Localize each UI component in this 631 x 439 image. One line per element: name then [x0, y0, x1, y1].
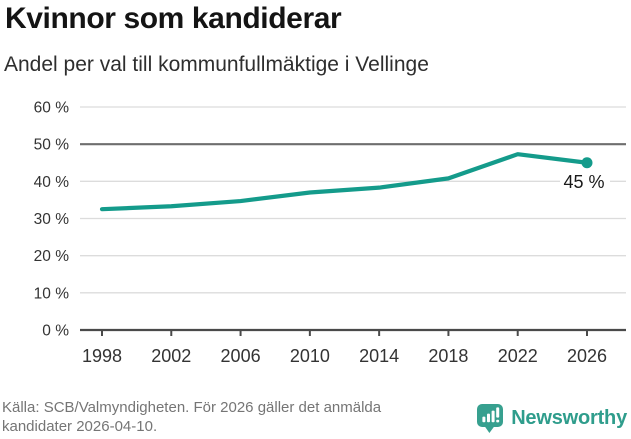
svg-text:30 %: 30 % — [34, 211, 70, 228]
y-axis-tick-labels: 0 % 10 % 20 % 30 % 40 % 50 % 60 % — [34, 100, 70, 340]
svg-text:10 %: 10 % — [34, 285, 70, 302]
newsworthy-bubble-chart-icon — [477, 404, 504, 433]
source-note-line: Källa: SCB/Valmyndigheten. För 2026 gäll… — [2, 399, 382, 416]
svg-text:2002: 2002 — [151, 346, 191, 366]
end-point-label-background — [560, 170, 610, 192]
svg-text:2006: 2006 — [221, 346, 261, 366]
chart-footer: Källa: SCB/Valmyndigheten. För 2026 gäll… — [2, 398, 629, 436]
svg-text:2022: 2022 — [498, 346, 538, 366]
newsworthy-wordmark: Newsworthy — [511, 407, 627, 429]
svg-text:2026: 2026 — [567, 346, 607, 366]
end-point-label: 45 % — [563, 172, 604, 192]
data-line — [99, 152, 590, 212]
source-note: Källa: SCB/Valmyndigheten. För 2026 gäll… — [2, 398, 381, 436]
gridlines — [80, 106, 626, 332]
svg-text:2010: 2010 — [290, 346, 330, 366]
svg-text:2014: 2014 — [359, 346, 399, 366]
end-point-marker — [581, 157, 593, 169]
svg-text:2018: 2018 — [428, 346, 468, 366]
line-chart: 0 % 10 % 20 % 30 % 40 % 50 % 60 % 1998 2002 2006 2… — [0, 95, 631, 395]
svg-text:60 %: 60 % — [34, 100, 70, 117]
svg-text:50 %: 50 % — [34, 137, 70, 154]
svg-text:40 %: 40 % — [34, 174, 70, 191]
line-chart-svg: 0 % 10 % 20 % 30 % 40 % 50 % 60 % 1998 2002 2006 2… — [34, 100, 626, 366]
svg-text:20 %: 20 % — [34, 248, 70, 265]
svg-text:0 %: 0 % — [42, 323, 69, 340]
source-note-line: kandidater 2026-04-10. — [2, 418, 158, 435]
x-axis: 1998 2002 2006 2010 2014 2018 2022 2026 — [82, 330, 607, 366]
chart-subtitle: Andel per val till kommunfullmäktige i V… — [4, 53, 429, 76]
newsworthy-logo: Newsworthy — [476, 398, 629, 434]
svg-text:1998: 1998 — [82, 346, 122, 366]
chart-title: Kvinnor som kandiderar — [5, 2, 342, 35]
